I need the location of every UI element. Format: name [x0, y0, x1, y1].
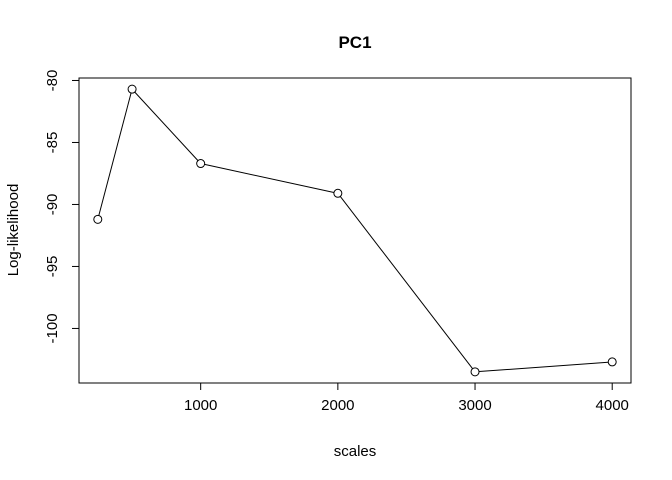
data-point: [470, 367, 480, 377]
data-point: [607, 357, 617, 367]
x-tick-label: 2000: [321, 397, 354, 414]
x-tick-label: 1000: [184, 397, 217, 414]
x-axis-label: scales: [334, 443, 377, 460]
y-tick-label: -100: [44, 313, 61, 343]
x-tick-label: 3000: [458, 397, 491, 414]
y-tick-label: -90: [44, 194, 61, 216]
chart-title: PC1: [338, 33, 371, 52]
series-line-segment: [134, 91, 199, 161]
y-axis: -80 -85 -90 -95 -100: [44, 70, 80, 343]
y-tick-label: -85: [44, 132, 61, 154]
y-tick-label: -95: [44, 256, 61, 278]
series-line-segment: [339, 196, 473, 369]
data-point: [127, 84, 137, 94]
series-line-segment: [204, 163, 335, 193]
data-point: [333, 188, 343, 198]
plot-area-frame: [78, 77, 632, 384]
x-tick-label: 4000: [596, 397, 629, 414]
data-point: [93, 214, 103, 224]
series-line-segment: [98, 92, 132, 216]
data-point: [196, 159, 206, 169]
y-axis-label: Log-likelihood: [5, 184, 22, 277]
series-line-segment: [478, 361, 609, 373]
series-layer: [93, 84, 617, 377]
x-axis: 1000 2000 3000 4000: [184, 382, 629, 414]
y-tick-label: -80: [44, 70, 61, 92]
